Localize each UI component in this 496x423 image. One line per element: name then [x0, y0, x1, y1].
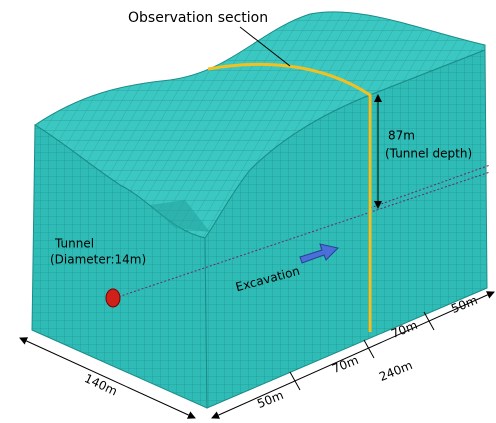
segment-label: 50m: [255, 388, 285, 411]
observation-label: Observation section: [128, 10, 268, 26]
segment-label: 70m: [330, 353, 360, 376]
depth-value: 87m: [388, 129, 415, 143]
model-diagram: Observation section 87m (Tunnel depth) T…: [0, 0, 496, 423]
tunnel-label: Tunnel: [54, 237, 94, 251]
tick: [424, 312, 434, 330]
tunnel: [106, 289, 120, 307]
tunnel-diameter: (Diameter:14m): [50, 253, 146, 267]
total-length-label: 240m: [377, 358, 414, 384]
depth-note: (Tunnel depth): [385, 147, 472, 161]
tick: [290, 372, 300, 390]
